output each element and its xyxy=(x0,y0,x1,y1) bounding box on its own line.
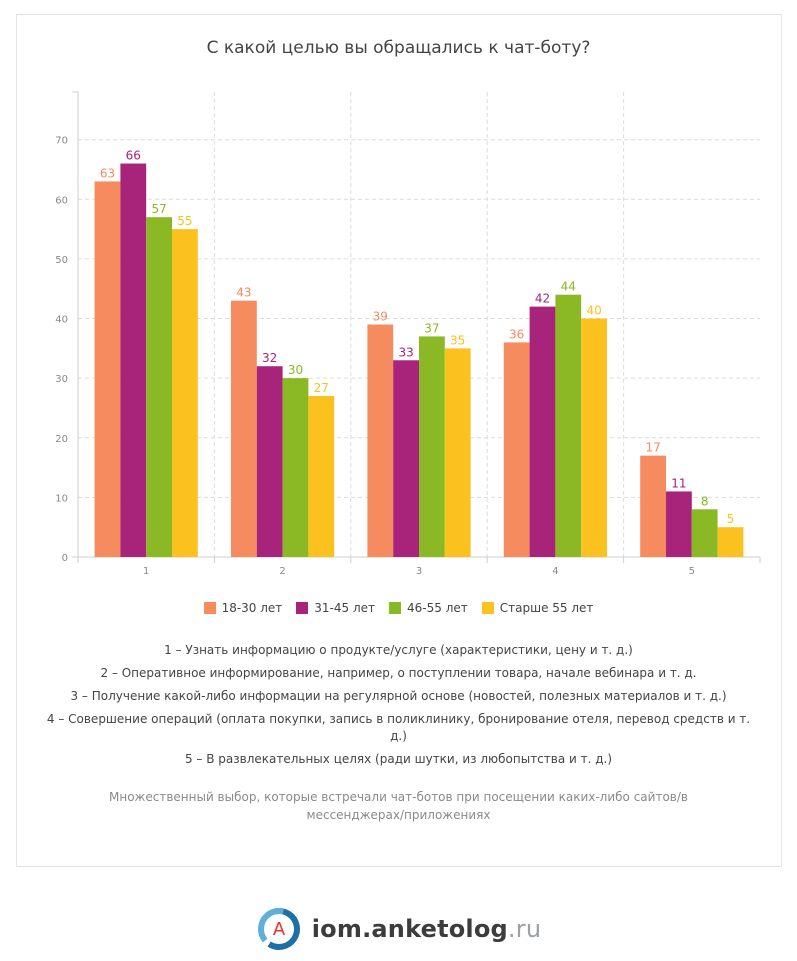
bar xyxy=(256,366,283,557)
bar xyxy=(120,163,147,558)
bar-value-label: 33 xyxy=(398,345,413,359)
bar-value-label: 37 xyxy=(424,321,439,335)
legend-label-31-45: 31-45 лет xyxy=(314,601,376,615)
bar-value-label: 39 xyxy=(373,310,388,324)
bar xyxy=(231,300,257,557)
bar xyxy=(419,336,445,557)
chart-title: С какой целью вы обращались к чат-боту? xyxy=(206,38,591,58)
x-tick-label: 3 xyxy=(416,566,422,577)
bar xyxy=(691,509,718,557)
y-tick-label: 20 xyxy=(55,434,68,445)
legend-item-55-plus[interactable]: Старше 55 лет xyxy=(481,601,594,615)
bar xyxy=(640,455,666,557)
legend-label-55-plus: Старше 55 лет xyxy=(499,601,594,615)
bar-value-label: 63 xyxy=(100,166,115,180)
legend-label-46-55: 46-55 лет xyxy=(407,601,468,615)
y-tick-label: 50 xyxy=(55,255,68,266)
bar-value-label: 40 xyxy=(586,304,601,318)
bar xyxy=(172,229,198,557)
category-note-5: 5 – В развлекательных целях (ради шутки,… xyxy=(184,752,613,766)
y-tick-label: 30 xyxy=(55,374,68,385)
y-tick-label: 70 xyxy=(55,136,68,147)
category-note-3: 3 – Получение какой-либо информации на р… xyxy=(70,689,727,703)
bar-value-label: 44 xyxy=(561,280,576,294)
bar xyxy=(308,396,335,557)
svg-text:A: A xyxy=(273,919,286,940)
bar xyxy=(94,181,121,557)
bar xyxy=(393,360,419,557)
bar-value-label: 35 xyxy=(450,333,465,347)
bar-value-label: 8 xyxy=(701,494,709,508)
bar xyxy=(503,342,530,557)
bar xyxy=(367,324,394,557)
brand-footer[interactable]: A iom.anketolog.ru xyxy=(0,903,797,955)
bar-value-label: 5 xyxy=(727,512,735,526)
legend-swatch-18-30 xyxy=(203,602,216,614)
bar xyxy=(282,378,309,557)
bar-value-label: 36 xyxy=(509,327,524,341)
y-tick-label: 60 xyxy=(55,195,68,206)
legend-item-18-30[interactable]: 18-30 лет xyxy=(203,601,283,615)
bar-value-label: 55 xyxy=(177,214,192,228)
legend-swatch-31-45 xyxy=(296,602,309,614)
category-note-1: 1 – Узнать информацию о продукте/услуге … xyxy=(164,643,633,657)
bar-value-label: 66 xyxy=(126,149,141,163)
anketolog-logo-icon: A xyxy=(257,908,300,950)
bar xyxy=(444,348,471,557)
bar-value-label: 57 xyxy=(151,202,166,216)
bar xyxy=(529,306,556,557)
y-tick-label: 0 xyxy=(62,553,68,564)
legend-swatch-55-plus xyxy=(481,602,494,614)
x-tick-label: 1 xyxy=(143,566,149,577)
brand-tld: .ru xyxy=(507,915,542,943)
legend-item-31-45[interactable]: 31-45 лет xyxy=(296,601,375,615)
category-note-4: 4 – Совершение операций (оплата покупки,… xyxy=(46,712,751,743)
x-tick-label: 5 xyxy=(689,566,695,577)
bar xyxy=(555,294,582,557)
bar-value-label: 43 xyxy=(236,286,251,300)
bar-value-label: 42 xyxy=(535,292,550,306)
category-notes: 1 – Узнать информацию о продукте/услуге … xyxy=(40,642,757,824)
x-tick-label: 2 xyxy=(279,566,285,577)
category-note-2: 2 – Оперативное информирование, например… xyxy=(100,666,697,680)
legend-item-46-55[interactable]: 46-55 лет xyxy=(389,601,468,615)
bar xyxy=(146,217,172,557)
bar-value-label: 27 xyxy=(314,381,329,395)
bar xyxy=(717,527,744,557)
chart-legend: 18-30 лет 31-45 лет 46-55 лет Старше 55 … xyxy=(0,601,797,615)
bar-value-label: 11 xyxy=(671,476,686,490)
bar-value-label: 30 xyxy=(288,363,303,377)
bar xyxy=(581,318,607,557)
brand-name: iom.anketolog.ru xyxy=(311,915,542,943)
y-tick-label: 10 xyxy=(55,493,68,504)
bar-value-label: 17 xyxy=(645,441,660,455)
y-tick-label: 40 xyxy=(55,315,68,326)
legend-swatch-46-55 xyxy=(389,602,402,614)
bar xyxy=(666,491,692,557)
footnote: Множественный выбор, которые встречали ч… xyxy=(109,790,688,822)
bar-chart: 0102030405060706366575514332302723933373… xyxy=(55,91,761,577)
x-tick-label: 4 xyxy=(552,566,558,577)
legend-label-18-30: 18-30 лет xyxy=(221,601,283,615)
bar-value-label: 32 xyxy=(262,351,277,365)
